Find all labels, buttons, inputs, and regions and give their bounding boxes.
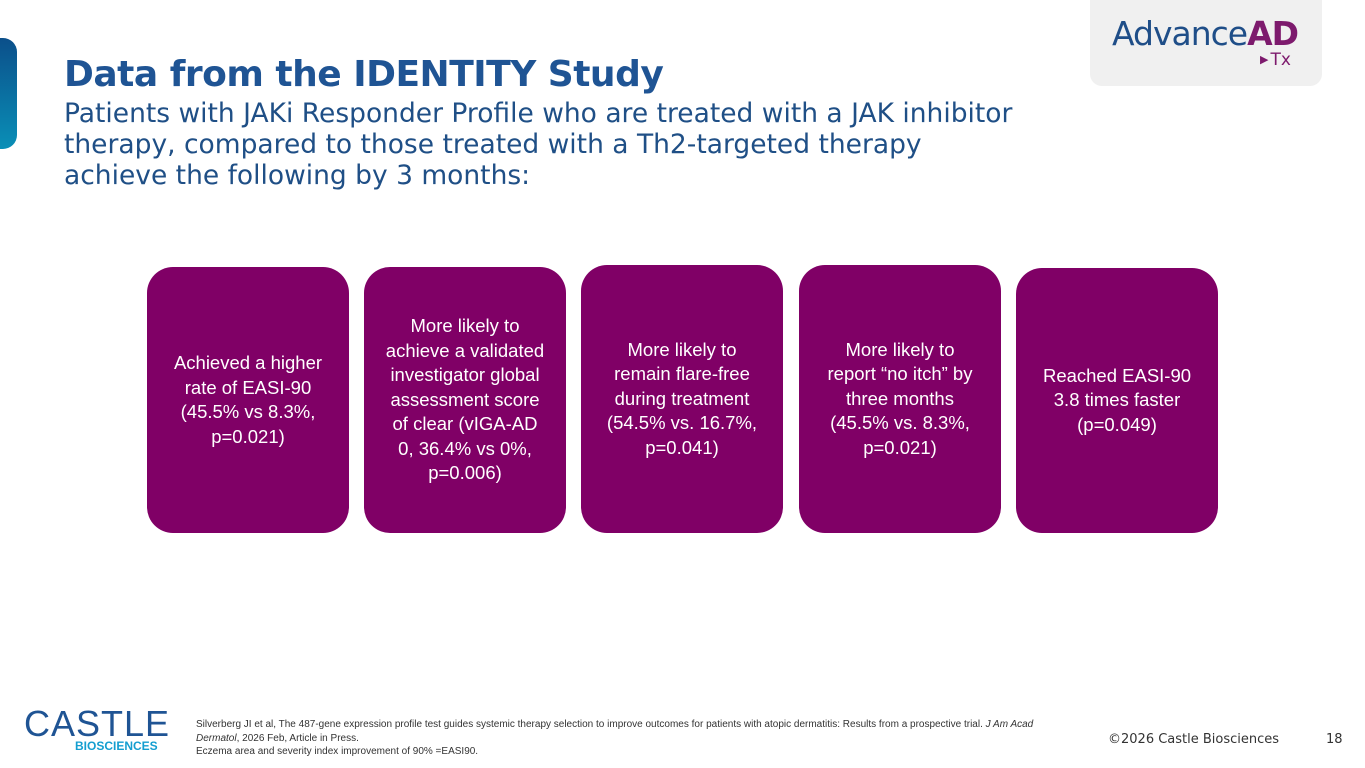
result-card-text: More likely to remain flare-free during … [606,338,758,458]
page-number: 18 [1326,732,1343,747]
journal-name: J Am Acad Dermatol [196,719,1034,744]
result-card: More likely to achieve a validated inves… [364,267,566,533]
logo-sub-text: Tx [1270,50,1291,70]
footnote: Eczema area and severity index improveme… [196,746,479,757]
castle-biosciences-logo: CASTLE BIOSCIENCES [24,706,169,754]
castle-logo-word: CASTLE [24,703,171,744]
result-card: Reached EASI-90 3.8 times faster (p=0.04… [1016,268,1218,533]
result-card: Achieved a higher rate of EASI-90 (45.5%… [147,267,349,533]
result-card-text: More likely to achieve a validated inves… [385,315,545,484]
reference-citation: Silverberg JI et al, The 487-gene expres… [196,719,1034,744]
castle-logo-sub: BIOSCIENCES [75,739,158,753]
copyright: ©2026 Castle Biosciences [1108,732,1280,747]
side-accent-bar [0,38,17,149]
page-title: Data from the IDENTITY Study [64,54,664,95]
result-card-text: Reached EASI-90 3.8 times faster (p=0.04… [1042,364,1192,435]
advancead-logo: AdvanceAD ▶ Tx [1090,0,1322,86]
logo-main-accent: AD [1247,14,1299,53]
result-card: More likely to remain flare-free during … [581,265,783,533]
reference-block: Silverberg JI et al, The 487-gene expres… [196,718,1056,759]
result-card-text: Achieved a higher rate of EASI-90 (45.5%… [173,352,323,447]
result-card-text: More likely to report “no itch” by three… [827,338,973,458]
result-card: More likely to report “no itch” by three… [799,265,1001,533]
play-triangle-icon: ▶ [1260,53,1269,66]
page-subtitle: Patients with JAKi Responder Profile who… [64,98,1013,191]
logo-main-prefix: Advance [1112,14,1248,53]
